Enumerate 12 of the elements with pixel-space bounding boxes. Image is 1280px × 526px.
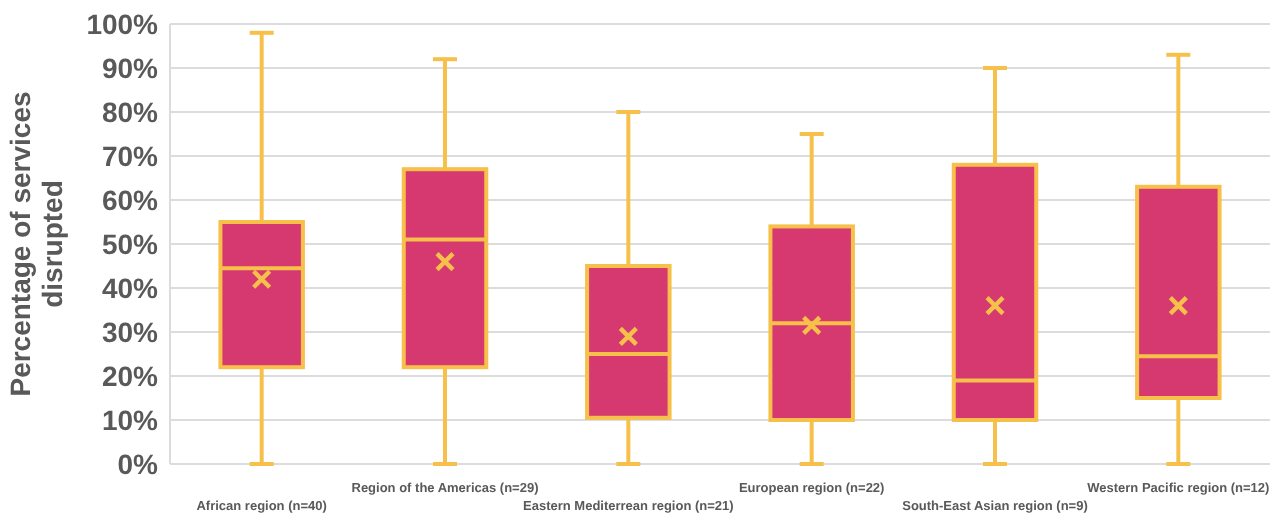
- y-tick-label: 90%: [101, 51, 160, 84]
- y-tick-label: 30%: [101, 315, 160, 348]
- y-tick-label: 50%: [101, 227, 160, 260]
- y-tick-label: 80%: [101, 95, 160, 128]
- y-tick-label: 60%: [101, 183, 160, 216]
- y-tick-label: 20%: [101, 359, 160, 392]
- y-tick-label: 100%: [86, 7, 160, 40]
- y-tick-label: 40%: [101, 271, 160, 304]
- y-tick-label: 0%: [117, 447, 160, 480]
- y-tick-label: 10%: [101, 403, 160, 436]
- y-tick-label: 70%: [101, 139, 160, 172]
- y-axis-title: Percentage of services disrupted: [4, 91, 68, 397]
